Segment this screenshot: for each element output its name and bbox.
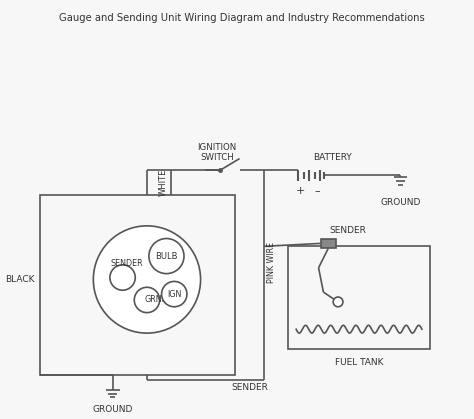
Circle shape	[110, 265, 135, 290]
Text: +: +	[295, 186, 305, 196]
Bar	[40, 195, 235, 375]
Bar	[320, 238, 336, 248]
Text: FUEL TANK: FUEL TANK	[335, 358, 383, 367]
Text: GROUND: GROUND	[380, 198, 420, 207]
Text: SENDER: SENDER	[329, 226, 366, 235]
Circle shape	[149, 238, 184, 274]
Text: WHITE: WHITE	[159, 169, 168, 196]
Text: SENDER: SENDER	[231, 383, 268, 392]
Circle shape	[93, 226, 201, 333]
Text: IGNITION
SWITCH: IGNITION SWITCH	[198, 143, 237, 163]
Text: BULB: BULB	[155, 251, 178, 261]
Text: GROUND: GROUND	[92, 405, 133, 414]
Text: GRND: GRND	[145, 295, 169, 305]
Text: IGN: IGN	[167, 290, 182, 299]
Bar	[288, 246, 430, 349]
Text: SENDER: SENDER	[110, 259, 143, 269]
Circle shape	[333, 297, 343, 307]
Text: Gauge and Sending Unit Wiring Diagram and Industry Recommendations: Gauge and Sending Unit Wiring Diagram an…	[59, 13, 424, 23]
Text: BLACK: BLACK	[5, 275, 35, 284]
Circle shape	[134, 287, 160, 313]
Text: –: –	[315, 186, 320, 196]
Text: BATTERY: BATTERY	[313, 153, 352, 162]
Text: PINK WIRE: PINK WIRE	[267, 242, 276, 284]
Circle shape	[162, 282, 187, 307]
